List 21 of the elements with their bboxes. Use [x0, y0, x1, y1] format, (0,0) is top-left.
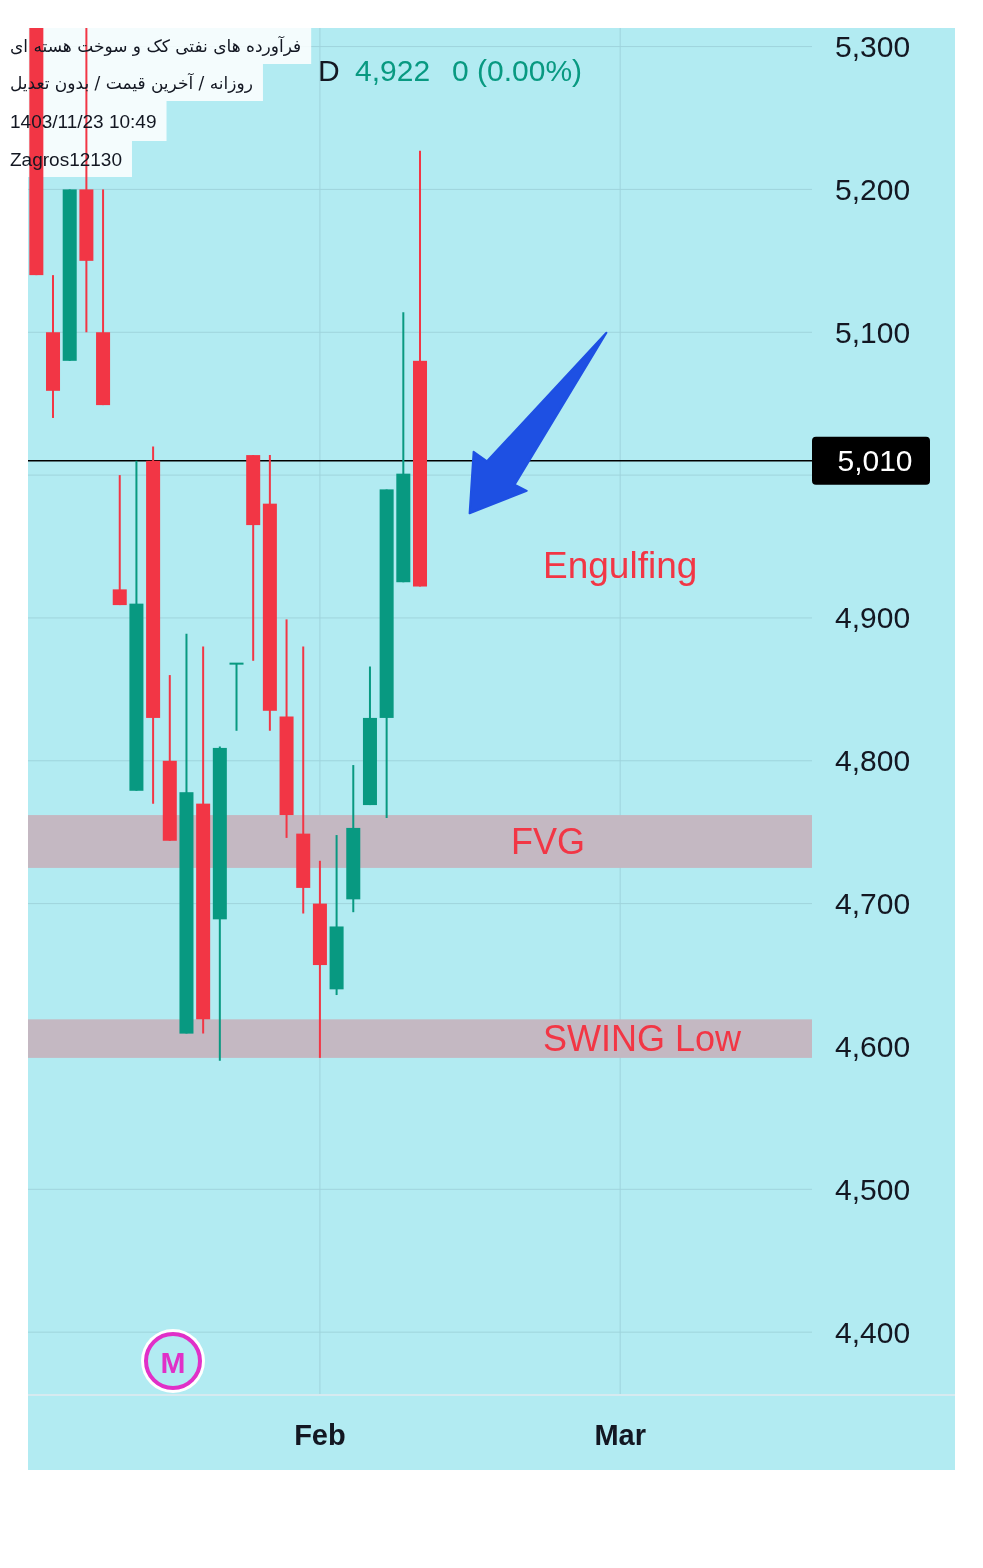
ref-line-label: 5,010	[837, 444, 913, 478]
band-label: FVG	[511, 820, 586, 862]
y-tick-label: 5,300	[835, 30, 911, 64]
y-tick-label: 4,700	[835, 887, 911, 921]
y-tick-label: 4,600	[835, 1029, 911, 1063]
annotation: 4,922	[355, 53, 431, 87]
y-tick-label: 4,800	[835, 744, 911, 778]
y-tick-label: 4,500	[835, 1172, 911, 1206]
y-tick-label: 4,900	[835, 601, 911, 635]
y-tick-label: 5,100	[835, 315, 911, 349]
band-label: SWING Low	[543, 1018, 743, 1060]
annotation: M	[160, 1345, 186, 1379]
annotation: Engulfing	[543, 544, 698, 586]
candlestick	[229, 662, 244, 732]
x-tick-label: Mar	[594, 1419, 646, 1451]
annotation: 0 (0.00%)	[452, 53, 583, 87]
x-tick-label: Feb	[294, 1419, 346, 1451]
annotation: D	[318, 53, 340, 87]
candlestick	[112, 474, 127, 607]
y-tick-label: 4,400	[835, 1315, 911, 1349]
y-tick-label: 5,200	[835, 172, 911, 206]
